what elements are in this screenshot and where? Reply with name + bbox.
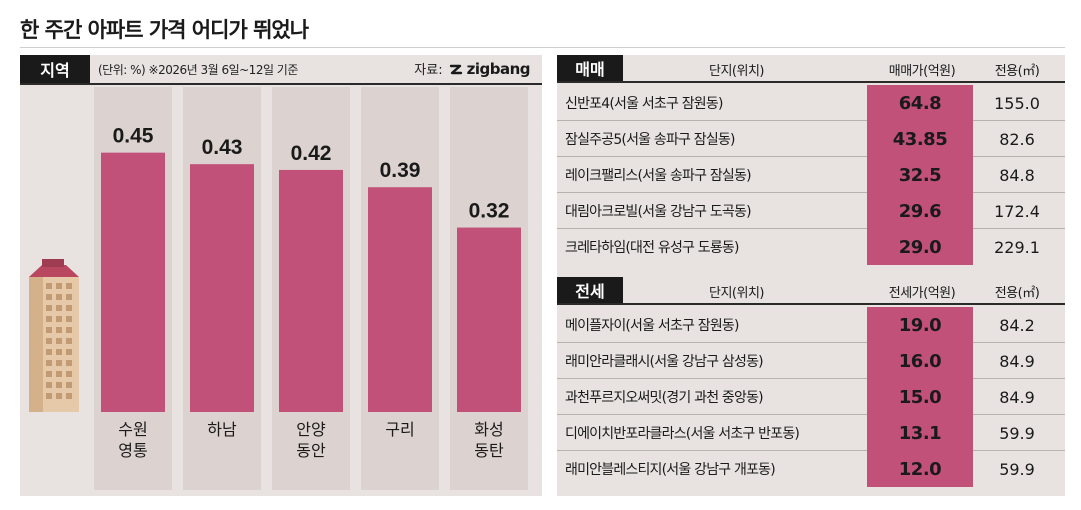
category-label: 동탄 <box>474 441 504 460</box>
bar-value-label: 0.43 <box>202 136 243 159</box>
sale-area: 82.6 <box>999 129 1035 149</box>
jeonse-col-area: 전용(㎡) <box>994 286 1040 301</box>
category-label: 화성 <box>474 420 503 439</box>
jeonse-col-price: 전세가(억원) <box>888 286 956 301</box>
sale-complex-name: 대림아크로빌(서울 강남구 도곡동) <box>565 204 752 220</box>
sale-table-row: 신반포4(서울 서초구 잠원동) 64.8 155.0 <box>557 85 1065 121</box>
sale-area: 172.4 <box>994 201 1040 221</box>
sale-table-row: 레이크팰리스(서울 송파구 잠실동) 32.5 84.8 <box>557 157 1065 193</box>
category-label: 영통 <box>118 441 147 460</box>
jeonse-table-row: 과천푸르지오써밋(경기 과천 중앙동) 15.0 84.9 <box>557 379 1065 415</box>
sale-col-area: 전용(㎡) <box>994 64 1040 79</box>
jeonse-price: 13.1 <box>867 415 973 451</box>
jeonse-complex-name: 래미안라클래시(서울 강남구 삼성동) <box>565 354 764 370</box>
complex-tables-panel: 매매 단지(위치) 매매가(억원) 전용(㎡) 신반포4(서울 서초구 잠원동)… <box>557 55 1065 496</box>
sale-complex-name: 잠실주공5(서울 송파구 잠실동) <box>565 132 736 148</box>
bar-value-label: 0.45 <box>113 125 154 148</box>
zigbang-logo-icon <box>449 64 462 74</box>
jeonse-tag: 전세 <box>557 277 623 303</box>
sale-header: 매매 단지(위치) 매매가(억원) 전용(㎡) <box>557 55 1065 83</box>
bar-value-label: 0.32 <box>469 200 510 223</box>
jeonse-header: 전세 단지(위치) 전세가(억원) 전용(㎡) <box>557 277 1065 305</box>
jeonse-area: 84.2 <box>999 315 1035 335</box>
jeonse-table-row: 래미안라클래시(서울 강남구 삼성동) 16.0 84.9 <box>557 343 1065 379</box>
jeonse-price: 19.0 <box>867 307 973 343</box>
category-label: 구리 <box>385 420 414 439</box>
sale-complex-name: 크레타하임(대전 유성구 도룡동) <box>565 240 739 256</box>
jeonse-price: 12.0 <box>867 451 973 487</box>
sale-price: 43.85 <box>867 121 973 157</box>
bar <box>101 152 165 412</box>
sale-price: 29.6 <box>867 193 973 229</box>
region-header: 지역 (단위: %) ※2026년 3월 6일~12일 기준 자료: zigba… <box>20 55 542 85</box>
jeonse-col-complex: 단지(위치) <box>709 286 764 301</box>
apartment-building-icon <box>29 259 79 412</box>
category-label: 수원 <box>118 420 147 439</box>
title-divider <box>20 47 1065 48</box>
jeonse-area: 84.9 <box>999 351 1035 371</box>
sale-price: 29.0 <box>867 229 973 265</box>
bar <box>457 227 521 412</box>
sale-table-row: 잠실주공5(서울 송파구 잠실동) 43.85 82.6 <box>557 121 1065 157</box>
category-label: 하남 <box>207 420 237 439</box>
source-label: 자료: <box>414 63 443 78</box>
bar <box>279 169 343 412</box>
jeonse-table-row: 래미안블레스티지(서울 강남구 개포동) 12.0 59.9 <box>557 451 1065 487</box>
unit-note: (단위: %) ※2026년 3월 6일~12일 기준 <box>98 63 298 77</box>
jeonse-table-row: 디에이치반포라클라스(서울 서초구 반포동) 13.1 59.9 <box>557 415 1065 451</box>
bar-value-label: 0.42 <box>291 142 332 165</box>
zigbang-logo: zigbang <box>448 59 531 78</box>
category-label: 안양 <box>296 420 326 439</box>
page-title: 한 주간 아파트 가격 어디가 뛰었나 <box>20 18 309 42</box>
jeonse-price: 16.0 <box>867 343 973 379</box>
jeonse-price: 15.0 <box>867 379 973 415</box>
jeonse-complex-name: 과천푸르지오써밋(경기 과천 중앙동) <box>565 390 764 406</box>
bar-value-label: 0.39 <box>380 159 421 182</box>
sale-area: 84.8 <box>999 165 1035 185</box>
source: 자료: zigbang <box>414 59 531 79</box>
jeonse-complex-name: 디에이치반포라클라스(서울 서초구 반포동) <box>565 426 800 442</box>
sale-col-price: 매매가(억원) <box>888 64 956 79</box>
jeonse-area: 84.9 <box>999 387 1035 407</box>
sale-tag: 매매 <box>557 55 623 81</box>
sale-price: 32.5 <box>867 157 973 193</box>
sale-price: 64.8 <box>867 85 973 121</box>
bar <box>190 164 254 412</box>
sale-col-complex: 단지(위치) <box>709 64 764 79</box>
jeonse-complex-name: 래미안블레스티지(서울 강남구 개포동) <box>565 462 776 478</box>
category-label: 동안 <box>296 441 326 460</box>
sale-complex-name: 신반포4(서울 서초구 잠원동) <box>565 96 723 112</box>
jeonse-area: 59.9 <box>999 459 1035 479</box>
jeonse-area: 59.9 <box>999 423 1035 443</box>
region-tag: 지역 <box>20 55 90 83</box>
jeonse-table: 메이플자이(서울 서초구 잠원동) 19.0 84.2 래미안라클래시(서울 강남구 … <box>557 307 1065 487</box>
sale-table-row: 크레타하임(대전 유성구 도룡동) 29.0 229.1 <box>557 229 1065 265</box>
sale-table-row: 대림아크로빌(서울 강남구 도곡동) 29.6 172.4 <box>557 193 1065 229</box>
jeonse-complex-name: 메이플자이(서울 서초구 잠원동) <box>565 318 739 334</box>
sale-area: 229.1 <box>994 237 1040 257</box>
sale-complex-name: 레이크팰리스(서울 송파구 잠실동) <box>565 168 752 184</box>
sale-area: 155.0 <box>994 93 1040 113</box>
zigbang-logo-text: zigbang <box>466 59 531 78</box>
jeonse-table-row: 메이플자이(서울 서초구 잠원동) 19.0 84.2 <box>557 307 1065 343</box>
sale-table: 신반포4(서울 서초구 잠원동) 64.8 155.0 잠실주공5(서울 송파구 잠실… <box>557 85 1065 265</box>
bar <box>368 187 432 412</box>
